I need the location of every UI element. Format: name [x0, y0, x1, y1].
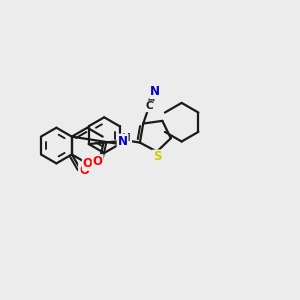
Text: C: C [145, 101, 153, 111]
Text: O: O [79, 164, 89, 177]
Text: N: N [118, 135, 128, 148]
Text: S: S [153, 151, 161, 164]
Text: H: H [122, 133, 131, 143]
Text: N: N [150, 85, 160, 98]
Text: O: O [83, 157, 93, 170]
Text: O: O [93, 155, 103, 168]
